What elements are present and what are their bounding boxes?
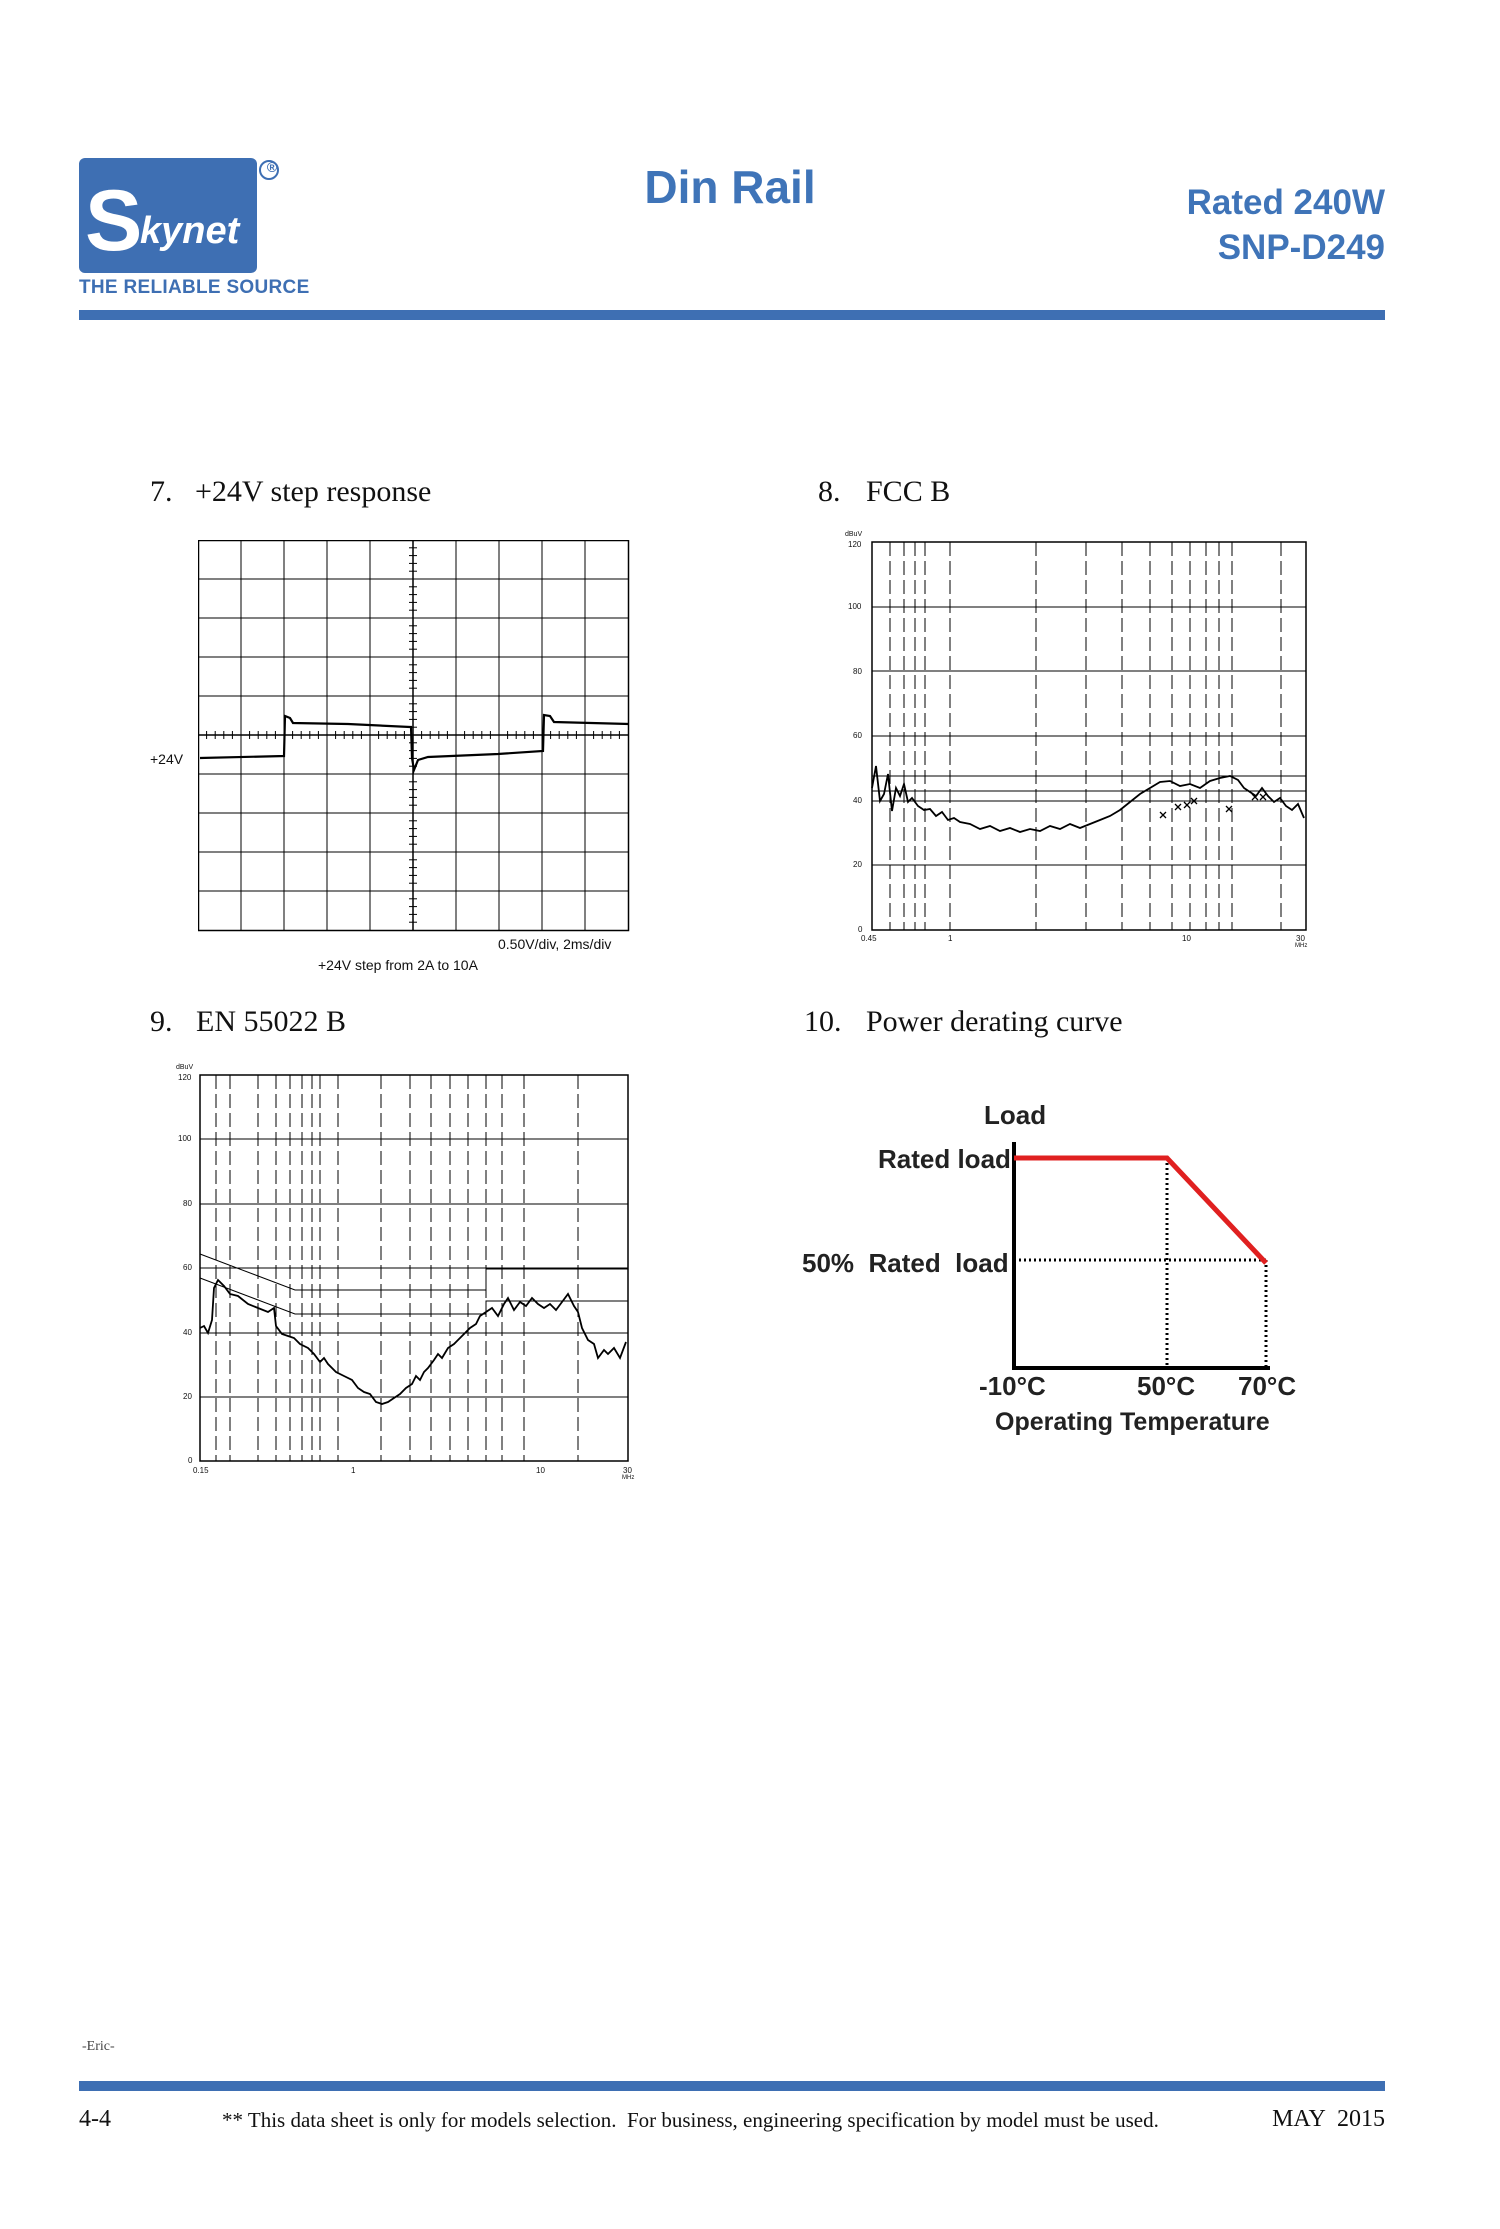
fcc-b-emission-plot — [840, 526, 1320, 963]
fcc-y-tick: 60 — [853, 731, 862, 740]
section-10-number: 10. — [804, 1005, 842, 1038]
page-number: 4-4 — [79, 2106, 111, 2132]
brand-tagline: THE RELIABLE SOURCE — [79, 277, 310, 298]
fcc-y-tick: 40 — [853, 796, 862, 805]
fcc-y-unit: dBuV — [845, 531, 863, 538]
en-x-tick: 30 — [623, 1466, 632, 1475]
section-7-title: +24V step response — [195, 475, 432, 508]
derating-y-axis-title: Load — [984, 1100, 1047, 1130]
derating-chart — [1000, 1140, 1300, 1385]
fcc-x-unit: MHz — [1295, 943, 1308, 949]
fcc-x-tick: 1 — [948, 934, 953, 943]
derating-x-tick: 70°C — [1238, 1371, 1297, 1401]
rated-power: Rated 240W — [1186, 183, 1385, 222]
fcc-x-tick: 0.45 — [861, 934, 877, 943]
en-y-tick: 40 — [183, 1328, 192, 1337]
fcc-y-tick: 100 — [848, 602, 862, 611]
footer-disclaimer: ** This data sheet is only for models se… — [222, 2108, 1159, 2132]
header-divider — [79, 310, 1385, 320]
fcc-y-tick: 120 — [848, 540, 862, 549]
en-y-tick: 60 — [183, 1263, 192, 1272]
page-title: Din Rail — [644, 161, 816, 213]
en-y-tick: 20 — [183, 1392, 192, 1401]
scope-scale-note: 0.50V/div, 2ms/div — [498, 936, 612, 952]
footer-date: MAY 2015 — [1272, 2106, 1385, 2132]
derating-curve-line — [1014, 1155, 1268, 1265]
scope-level-label: +24V — [150, 751, 184, 767]
derating-rated-load-label: Rated load — [878, 1144, 1011, 1174]
section-9-title: EN 55022 B — [196, 1005, 346, 1038]
section-9-number: 9. — [150, 1005, 173, 1038]
en-x-tick: 1 — [351, 1466, 356, 1475]
en-y-tick: 100 — [178, 1134, 192, 1143]
fcc-x-tick: 30 — [1296, 934, 1305, 943]
derating-x-tick: -10°C — [979, 1371, 1046, 1401]
derating-x-axis-title: Operating Temperature — [995, 1408, 1270, 1436]
brand-logo: S — [79, 158, 279, 298]
scope-caption: +24V step from 2A to 10A — [318, 957, 478, 973]
derating-x-tick: 50°C — [1137, 1371, 1196, 1401]
svg-text:S: S — [85, 173, 142, 269]
en-x-tick: 10 — [536, 1466, 545, 1475]
en-y-tick: 120 — [178, 1073, 192, 1082]
section-7-number: 7. — [150, 475, 173, 508]
section-10-title: Power derating curve — [866, 1005, 1123, 1038]
step-response-scope — [197, 539, 630, 940]
derating-half-load-label: 50% Rated load — [802, 1248, 1009, 1278]
model-number: SNP-D249 — [1217, 228, 1385, 267]
section-8-title: FCC B — [866, 475, 951, 508]
en-y-tick: 80 — [183, 1199, 192, 1208]
section-8-number: 8. — [818, 475, 841, 508]
author-note: -Eric- — [82, 2039, 115, 2054]
fcc-y-tick: 20 — [853, 860, 862, 869]
en-y-unit: dBuV — [176, 1064, 194, 1071]
en-x-unit: MHz — [622, 1475, 635, 1481]
en55022-b-emission-plot — [168, 1058, 648, 1493]
registered-mark: ® — [266, 159, 278, 175]
fcc-y-tick: 80 — [853, 667, 862, 676]
en-y-tick: 0 — [188, 1456, 193, 1465]
fcc-y-tick: 0 — [858, 925, 863, 934]
en-x-tick: 0.15 — [193, 1466, 209, 1475]
logo-wordmark: kynet — [140, 210, 240, 252]
footer-divider — [79, 2081, 1385, 2091]
fcc-x-tick: 10 — [1182, 934, 1191, 943]
